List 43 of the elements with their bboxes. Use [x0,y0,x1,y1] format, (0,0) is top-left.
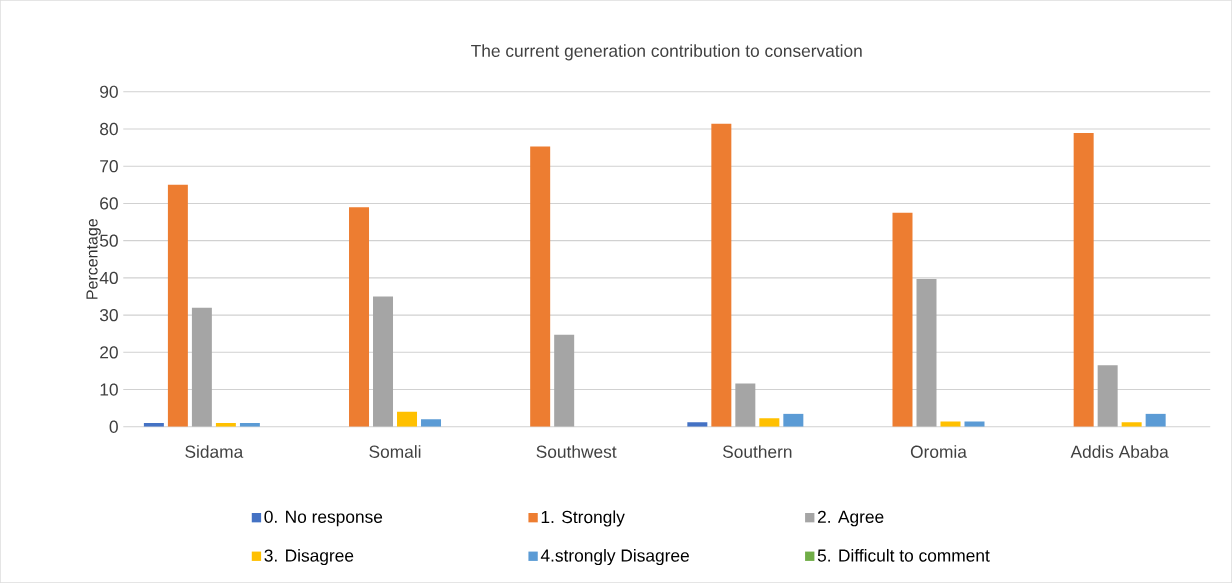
y-tick-label: 10 [100,383,118,396]
bar [421,419,442,427]
bar [167,184,188,427]
legend-label: 4.strongly Disagree [540,548,689,566]
bar [783,413,804,427]
chart-title: The current generation contribution to conservation [471,44,862,61]
y-tick-label: 70 [100,160,118,173]
y-tick-label: 50 [99,234,118,247]
x-tick-label: Sidama [185,445,244,458]
bar [349,207,370,427]
legend-label: 1. Strongly [541,510,625,527]
x-tick-label: Addis Ababa [1070,445,1169,458]
bar [759,418,780,427]
legend-label: 0. No response [264,510,383,527]
y-tick-label: 40 [99,271,118,285]
y-tick-label: 60 [100,197,118,210]
y-tick-label: 0 [109,420,118,433]
bar [711,123,732,427]
bar [687,422,708,427]
x-tick-label: Southwest [536,445,617,458]
x-tick-label: Somali [369,445,421,458]
y-axis-title: Percentage [86,219,101,299]
bar [373,296,394,427]
bar [892,212,913,427]
bar [1073,133,1094,427]
y-tick-label: 80 [100,122,118,136]
y-tick-label: 30 [99,308,118,322]
x-tick-label: Oromia [910,445,967,458]
legend-label: 5. Difficult to comment [817,548,990,562]
y-tick-label: 90 [100,85,118,98]
bar [191,307,212,427]
x-tick-label: Southern [722,445,792,458]
bar [1097,365,1118,427]
bar [554,334,575,427]
legend-label: 3. Disagree [264,548,354,566]
legend-label: 2. Agree [817,510,884,527]
bar [916,278,937,427]
bar [530,146,551,427]
bar [735,383,756,427]
y-tick-label: 20 [100,346,118,359]
bar [1121,422,1142,427]
bar [1145,413,1166,427]
bar [397,411,418,427]
